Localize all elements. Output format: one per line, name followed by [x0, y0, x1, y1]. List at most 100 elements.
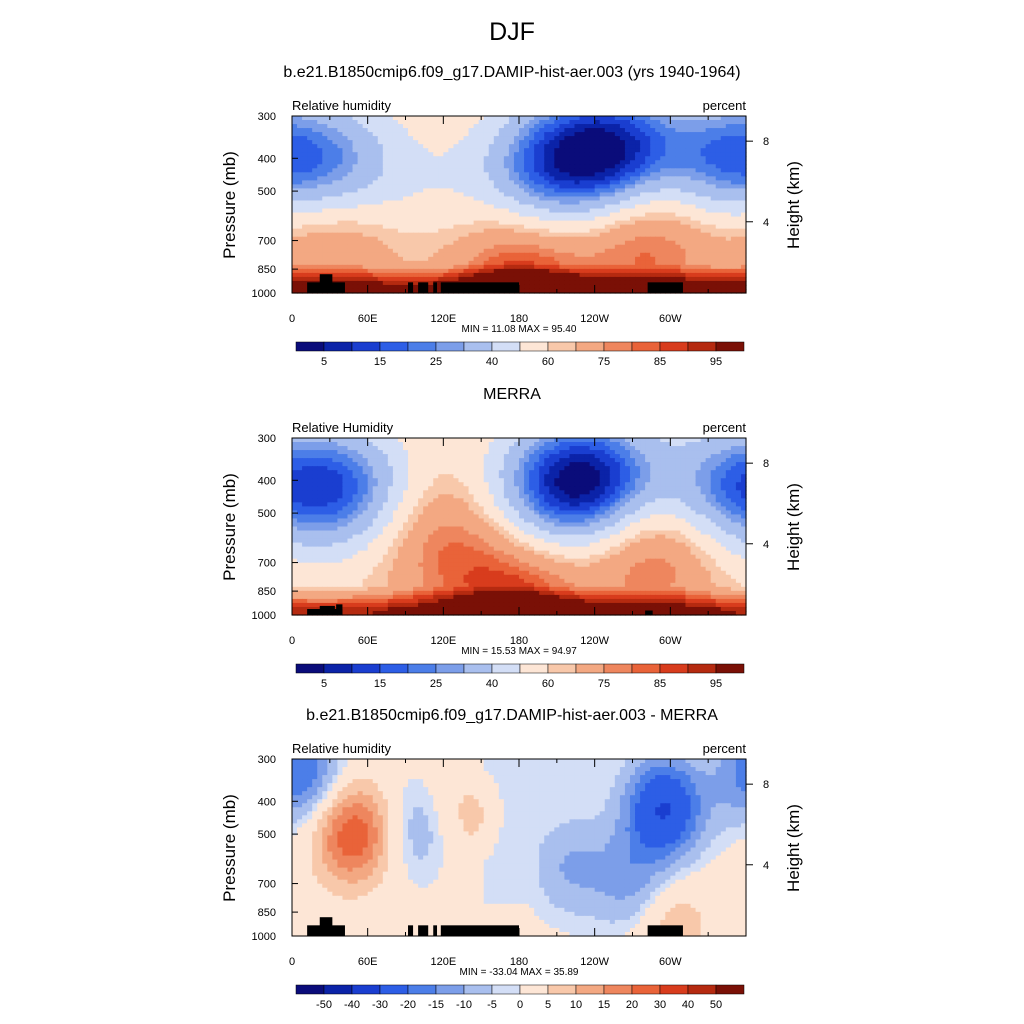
contour-cell: [342, 172, 349, 177]
contour-cell: [519, 144, 525, 149]
colorbar-swatch: [491, 341, 521, 352]
contour-cell: [463, 180, 470, 185]
contour-cell: [458, 224, 465, 230]
y2-tick-label: 8: [763, 136, 769, 148]
contour-cell: [493, 470, 500, 475]
contour-cell: [513, 466, 520, 471]
contour-cell: [448, 204, 455, 210]
contour-cell: [352, 160, 359, 165]
contour-cell: [675, 442, 682, 447]
contour-cell: [705, 442, 712, 447]
contour-cell: [483, 208, 490, 214]
contour-cell: [498, 136, 505, 141]
contour-cell: [357, 200, 364, 206]
contour-cell: [670, 276, 676, 282]
contour-cell: [655, 240, 661, 246]
contour-cell: [670, 288, 676, 294]
contour-cell: [640, 244, 646, 250]
contour-cell: [513, 212, 520, 218]
contour-cell: [483, 442, 490, 447]
contour-cell: [735, 152, 742, 157]
contour-cell: [675, 284, 682, 290]
contour-cell: [302, 124, 308, 129]
contour-cell: [312, 144, 318, 149]
contour-cell: [524, 276, 530, 282]
contour-cell: [377, 184, 384, 190]
contour-cell: [554, 192, 560, 198]
contour-cell: [362, 244, 369, 250]
contour-cell: [498, 450, 505, 455]
contour-cell: [483, 216, 490, 222]
contour-cell: [519, 208, 525, 214]
contour-cell: [473, 446, 480, 451]
contour-cell: [468, 124, 475, 129]
contour-cell: [539, 474, 545, 479]
contour-cell: [725, 240, 732, 246]
contour-cell: [448, 466, 455, 471]
contour-cell: [312, 260, 318, 266]
contour-cell: [609, 268, 616, 274]
y2-axis-label: Height (km): [784, 482, 803, 571]
contour-cell: [599, 144, 606, 149]
contour-cell: [337, 474, 344, 479]
contour-cell: [629, 116, 636, 121]
contour-cell: [609, 236, 616, 242]
contour-cell: [670, 152, 676, 157]
contour-cell: [297, 140, 303, 145]
contour-cell: [619, 168, 626, 173]
contour-cell: [594, 442, 601, 447]
y-tick-label: 300: [258, 111, 276, 123]
contour-cell: [382, 244, 389, 250]
contour-cell: [352, 256, 359, 262]
contour-cell: [463, 466, 470, 471]
x-tick-label: 60E: [358, 313, 378, 325]
contour-cell: [463, 192, 470, 198]
contour-cell: [347, 454, 354, 459]
contour-cell: [529, 228, 535, 234]
contour-cell: [342, 244, 349, 250]
contour-cell: [413, 256, 419, 262]
contour-cell: [513, 450, 520, 455]
contour-cell: [549, 240, 555, 246]
contour-cell: [690, 454, 697, 459]
contour-cell: [402, 184, 409, 190]
contour-cell: [332, 466, 338, 471]
contour-cell: [720, 224, 727, 230]
contour-cell: [604, 204, 611, 210]
contour-cell: [508, 128, 515, 133]
contour-cell: [428, 478, 434, 483]
contour-cell: [488, 236, 495, 242]
contour-cell: [473, 264, 480, 270]
contour-cell: [705, 116, 712, 121]
contour-cell: [382, 164, 389, 169]
contour-cell: [725, 220, 732, 226]
contour-cell: [453, 212, 460, 218]
contour-cell: [382, 152, 389, 157]
contour-cell: [377, 124, 384, 129]
contour-cell: [488, 204, 495, 210]
contour-cell: [720, 276, 727, 282]
contour-cell: [665, 260, 671, 266]
contour-cell: [463, 284, 470, 290]
contour-cell: [367, 160, 374, 165]
contour-cell: [327, 152, 333, 157]
contour-cell: [690, 208, 697, 214]
contour-cell: [468, 216, 475, 222]
contour-cell: [720, 196, 727, 202]
contour-cell: [710, 184, 717, 190]
contour-cell: [710, 224, 717, 230]
contour-cell: [312, 268, 318, 274]
contour-cell: [559, 168, 565, 173]
contour-cell: [705, 192, 712, 198]
contour-cell: [312, 442, 318, 447]
contour-cell: [292, 204, 298, 210]
contour-cell: [473, 136, 480, 141]
contour-cell: [458, 192, 465, 198]
contour-cell: [292, 200, 298, 206]
colorbar-swatch: [715, 341, 745, 352]
contour-cell: [433, 176, 439, 181]
contour-cell: [508, 248, 515, 254]
contour-cell: [519, 272, 525, 278]
contour-cell: [534, 172, 540, 177]
contour-cell: [655, 252, 661, 258]
